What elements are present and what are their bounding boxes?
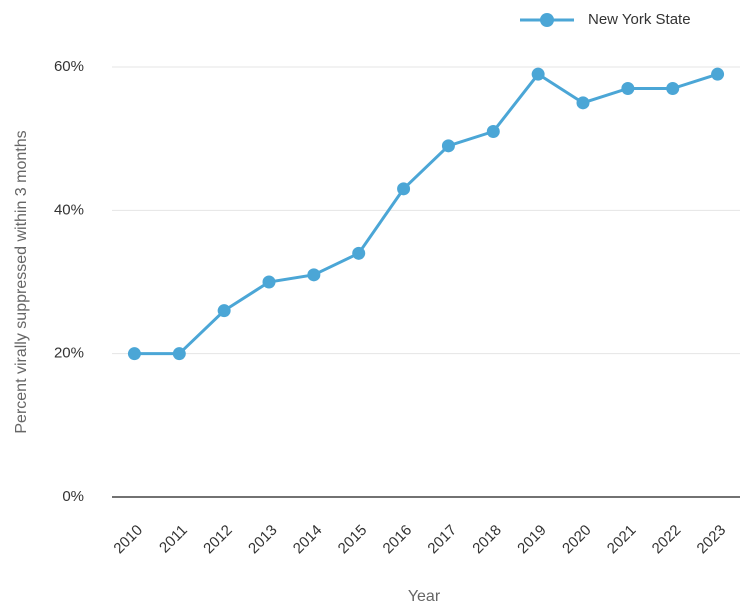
data-point (127, 347, 141, 361)
data-point (217, 304, 231, 318)
x-tick-label: 2015 (335, 522, 371, 558)
y-tick-label: 0% (62, 488, 84, 505)
data-point (666, 82, 680, 95)
data-point (397, 182, 411, 196)
x-tick-label: 2010 (110, 522, 146, 558)
x-tick-label: 2021 (604, 522, 640, 558)
y-axis-title: Percent virally suppressed within 3 mont… (13, 130, 30, 433)
x-tick-label: 2017 (424, 522, 460, 558)
x-tick-label: 2022 (649, 522, 685, 558)
data-point (172, 347, 186, 361)
x-tick-label: 2014 (290, 522, 326, 558)
x-tick-label: 2020 (559, 522, 595, 558)
x-tick-label: 2011 (156, 522, 191, 557)
data-point (486, 125, 500, 138)
legend-marker (540, 13, 554, 27)
data-point (621, 82, 635, 95)
y-tick-label: 40% (54, 201, 84, 218)
data-point (531, 67, 545, 81)
y-tick-label: 20% (54, 345, 84, 362)
data-point (307, 268, 321, 282)
x-tick-label: 2013 (245, 522, 281, 558)
y-tick-label: 60% (54, 58, 84, 75)
data-point (352, 246, 366, 260)
data-line (134, 72, 719, 356)
data-point (441, 139, 455, 153)
x-tick-label: 2018 (469, 522, 505, 558)
data-point (262, 275, 276, 289)
x-tick-label: 2012 (200, 522, 236, 558)
data-point (711, 67, 725, 81)
x-tick-label: 2019 (514, 522, 550, 558)
data-point (576, 96, 590, 110)
legend-label: New York State (588, 11, 691, 28)
x-axis-title: Year (408, 588, 441, 605)
x-tick-label: 2023 (694, 522, 730, 558)
x-tick-label: 2016 (380, 522, 416, 558)
